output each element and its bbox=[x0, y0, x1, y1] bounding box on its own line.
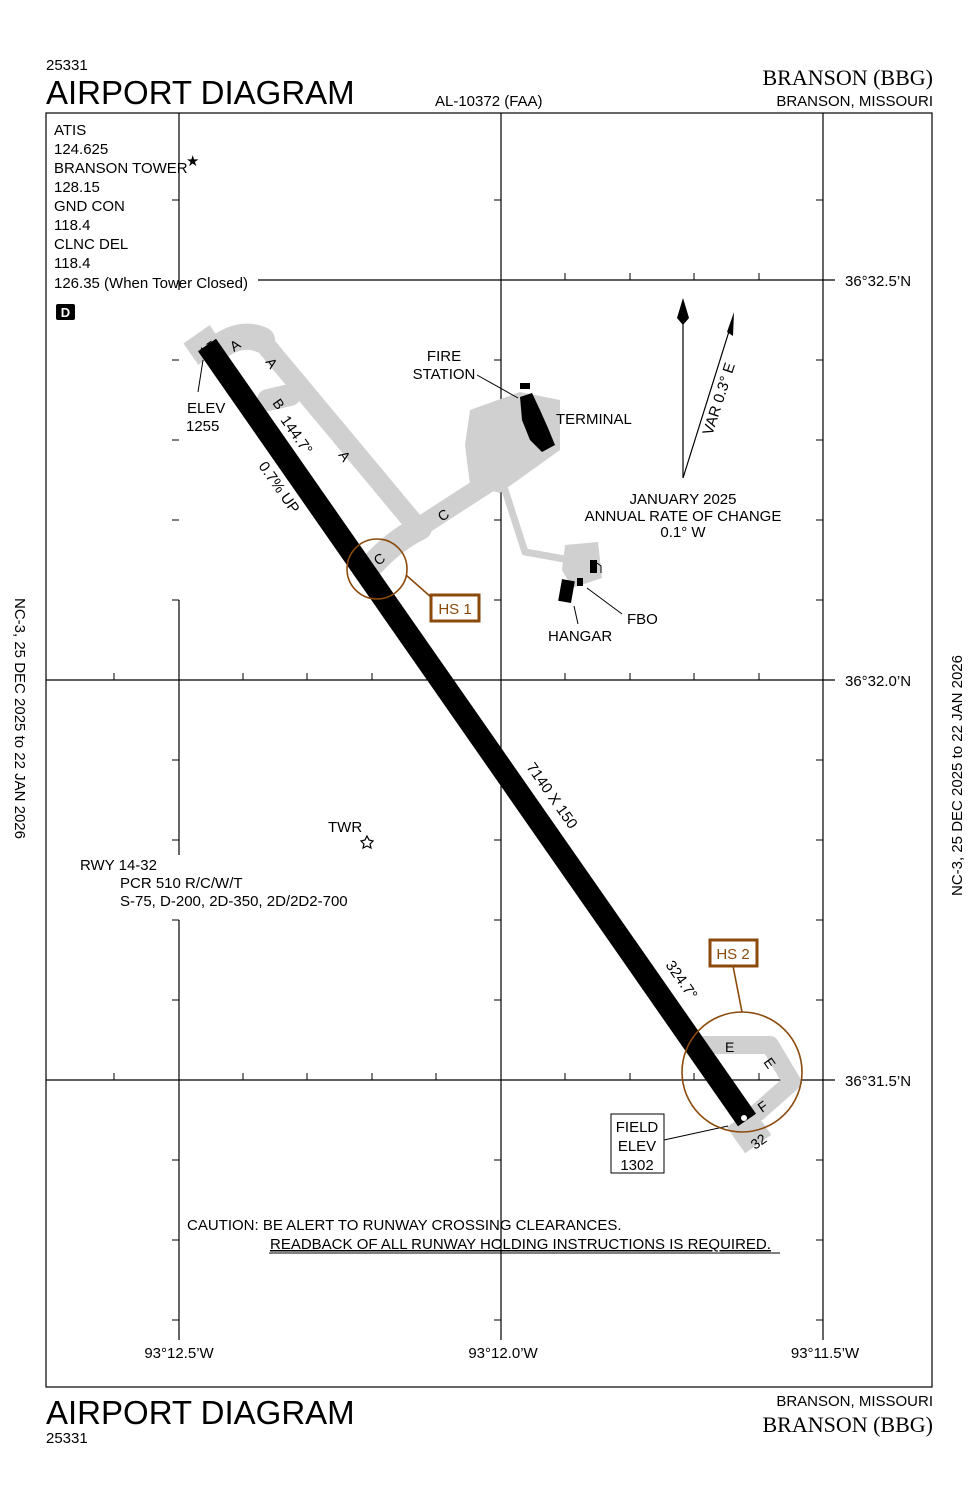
fbo-apron bbox=[562, 542, 602, 588]
comm-line: 118.4 bbox=[54, 255, 90, 272]
comms-panel: ATIS 124.625 BRANSON TOWER ★ 128.15 GND … bbox=[54, 122, 248, 320]
longitude-label: 93°11.5’W bbox=[791, 1345, 860, 1362]
procedure-id: AL-10372 (FAA) bbox=[435, 93, 543, 110]
comm-line: GND CON bbox=[54, 198, 125, 215]
fire-station-building bbox=[520, 383, 530, 389]
field-elev-leader bbox=[663, 1125, 729, 1141]
hot-spot-2-leader bbox=[732, 965, 743, 1013]
fbo-label: FBO bbox=[627, 611, 658, 628]
airport-name: BRANSON (BBG) bbox=[762, 65, 933, 90]
fuel-icon bbox=[590, 560, 602, 573]
hot-spot-2-box bbox=[708, 938, 759, 968]
hangar-building bbox=[558, 579, 575, 604]
north-arrow-icon bbox=[677, 298, 734, 479]
magnetic-variation: VAR 0.3° E bbox=[700, 361, 739, 438]
datalink-badge-label: D bbox=[61, 305, 70, 320]
hangar-label: HANGAR bbox=[548, 628, 612, 645]
tower-star-icon bbox=[359, 834, 375, 850]
caution-line: READBACK OF ALL RUNWAY HOLDING INSTRUCTI… bbox=[270, 1236, 771, 1253]
caution-line: CAUTION: BE ALERT TO RUNWAY CROSSING CLE… bbox=[187, 1217, 622, 1234]
hot-spot-2-label: HS 2 bbox=[716, 946, 749, 963]
runway-14-32 bbox=[197, 338, 757, 1127]
hot-spot-1-label: HS 1 bbox=[438, 601, 471, 618]
latitude-label: 36°32.5’N bbox=[845, 273, 911, 290]
field-elev-line: ELEV bbox=[618, 1138, 656, 1155]
field-elev-value: 1302 bbox=[620, 1157, 653, 1174]
magnetic-date: JANUARY 2025 bbox=[629, 491, 736, 508]
comm-line: 124.625 bbox=[54, 141, 108, 158]
comm-line: 118.4 bbox=[54, 217, 90, 234]
hot-spot-1-box bbox=[429, 593, 481, 623]
datalink-badge bbox=[56, 304, 75, 320]
fbo-building bbox=[577, 578, 583, 586]
runway-info-line: PCR 510 R/C/W/T bbox=[120, 875, 243, 892]
chart-frame bbox=[45, 112, 933, 1388]
terminal-building bbox=[520, 393, 555, 452]
lat-lon-grid bbox=[46, 113, 835, 1340]
comm-line: 126.35 (When Tower Closed) bbox=[54, 275, 248, 292]
longitude-label: 93°12.5’W bbox=[144, 1345, 214, 1362]
runway-end-light-icon bbox=[741, 1115, 747, 1121]
comm-line: 128.15 bbox=[54, 179, 100, 196]
fire-station-leader bbox=[476, 374, 519, 399]
tower-star-icon: ★ bbox=[186, 153, 199, 170]
hot-spot-1-leader bbox=[405, 574, 433, 599]
footer-chart-number: 25331 bbox=[46, 1430, 88, 1447]
footer-airport-name: BRANSON (BBG) bbox=[762, 1412, 933, 1437]
elev-label: ELEV bbox=[187, 400, 225, 417]
elev-leader bbox=[197, 359, 204, 393]
fire-station-label: STATION bbox=[413, 366, 476, 383]
fbo-leader bbox=[586, 587, 623, 615]
footer-city-state: BRANSON, MISSOURI bbox=[776, 1393, 933, 1410]
effective-dates-left: NC-3, 25 DEC 2025 to 22 JAN 2026 bbox=[11, 598, 28, 839]
taxiway-label: E bbox=[725, 1039, 734, 1055]
hangar-leader bbox=[573, 605, 579, 625]
runway-info-line: S-75, D-200, 2D-350, 2D/2D2-700 bbox=[120, 893, 348, 910]
fire-station-label: FIRE bbox=[427, 348, 461, 365]
latitude-label: 36°32.0’N bbox=[845, 673, 911, 690]
comm-line: BRANSON TOWER bbox=[54, 160, 188, 177]
magnetic-rate: 0.1° W bbox=[660, 524, 706, 541]
tower-label: TWR bbox=[328, 819, 362, 836]
comm-line: CLNC DEL bbox=[54, 236, 128, 253]
runway-info-line: RWY 14-32 bbox=[80, 857, 157, 874]
field-elev-box bbox=[610, 1113, 665, 1174]
runway-end-pad-14 bbox=[183, 325, 225, 365]
chart-number: 25331 bbox=[46, 57, 88, 74]
latitude-label: 36°31.5’N bbox=[845, 1073, 911, 1090]
longitude-label: 93°12.0’W bbox=[468, 1345, 538, 1362]
elev-value: 1255 bbox=[186, 418, 219, 435]
field-elev-line: FIELD bbox=[616, 1119, 659, 1136]
hot-spot-1-circle bbox=[346, 538, 408, 600]
effective-dates-right: NC-3, 25 DEC 2025 to 22 JAN 2026 bbox=[949, 655, 966, 896]
comm-line: ATIS bbox=[54, 122, 86, 139]
chart-title: AIRPORT DIAGRAM bbox=[46, 74, 355, 111]
terminal-label: TERMINAL bbox=[556, 411, 632, 428]
magnetic-rate-label: ANNUAL RATE OF CHANGE bbox=[585, 508, 782, 525]
footer-title: AIRPORT DIAGRAM bbox=[46, 1394, 355, 1431]
city-state: BRANSON, MISSOURI bbox=[776, 93, 933, 110]
